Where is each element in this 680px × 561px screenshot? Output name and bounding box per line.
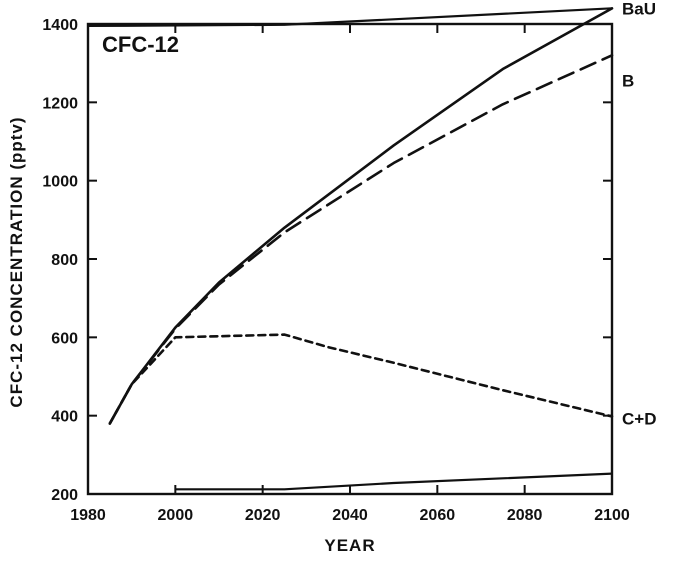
bottom-curve: [175, 472, 613, 491]
x-tick-label: 2060: [420, 507, 456, 524]
chart-title: CFC-12: [102, 32, 179, 57]
plot-frame: [86, 7, 614, 496]
x-tick-label: 2000: [158, 507, 194, 524]
series-label-b: B: [622, 71, 634, 90]
series-labels: BaU B C+D: [622, 0, 656, 428]
y-axis-title: CFC-12 CONCENTRATION (pptv): [7, 116, 26, 407]
y-tick-label: 200: [51, 487, 78, 504]
plot-area-frame: [86, 22, 614, 496]
y-tick-label: 1400: [42, 17, 78, 34]
x-axis-title: YEAR: [324, 536, 375, 555]
x-tick-label: 2040: [332, 507, 368, 524]
series-line-bau: [108, 7, 614, 425]
y-tick-label: 400: [51, 409, 78, 426]
axis-ticks: [87, 23, 613, 495]
y-tick-label: 1200: [42, 95, 78, 112]
x-tick-label: 2080: [507, 507, 543, 524]
x-tick-label: 2020: [245, 507, 281, 524]
series-label-c-d: C+D: [622, 409, 656, 428]
y-tick-label: 800: [51, 252, 78, 269]
series-lines: [108, 7, 614, 425]
series-label-bau: BaU: [622, 0, 656, 18]
x-tick-label: 2100: [594, 507, 630, 524]
y-tick-labels: 200 400 600 800 1000 1200 1400: [42, 17, 78, 504]
series-line-c-d: [108, 333, 614, 425]
top-curve: [87, 7, 613, 28]
y-tick-label: 600: [51, 330, 78, 347]
x-tick-label: 1980: [70, 507, 106, 524]
series-line-b: [108, 54, 614, 425]
x-tick-labels: 1980 2000 2020 2040 2060 2080 2100: [70, 507, 630, 524]
y-tick-label: 1000: [42, 174, 78, 191]
